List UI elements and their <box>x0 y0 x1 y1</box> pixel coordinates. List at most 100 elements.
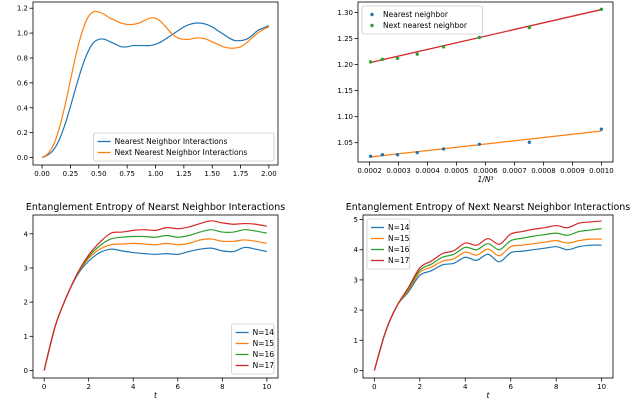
legend-marker <box>370 12 374 17</box>
x-axis-label: t <box>487 391 491 400</box>
y-tick-label: 0 <box>354 367 358 375</box>
legend-entry: Next Nearest Neighbor Interactions <box>115 148 248 157</box>
axes-frame <box>357 1 614 163</box>
y-tick-label: 2 <box>354 307 358 315</box>
x-tick-label: 0.0004 <box>415 167 440 175</box>
x-tick-label: 6 <box>508 383 513 391</box>
data-point <box>395 56 400 60</box>
x-tick-label: 8 <box>220 383 224 391</box>
data-point <box>527 140 532 144</box>
y-tick-label: 1 <box>24 333 28 341</box>
y-tick-label: 2 <box>24 299 28 307</box>
legend-box <box>366 218 410 270</box>
x-tick-label: 0.0007 <box>502 167 527 175</box>
x-tick-label: 8 <box>554 383 558 391</box>
x-tick-label: 1.00 <box>148 170 164 178</box>
legend-entry: N=17 <box>253 361 275 370</box>
plot-area <box>43 220 267 371</box>
series-line-1 <box>43 246 267 371</box>
x-tick-label: 10 <box>262 383 271 391</box>
chart-panel-3: Entanglement Entropy of Nearst Neighbor … <box>24 202 286 400</box>
x-tick-label: 4 <box>131 383 136 391</box>
y-tick-label: 0.4 <box>17 104 29 112</box>
y-tick-label: 4 <box>24 230 29 238</box>
x-tick-label: 2 <box>86 383 90 391</box>
legend: Nearest Neighbor Interactions Next Neares… <box>93 132 275 162</box>
x-tick-label: 0.0008 <box>531 167 556 175</box>
legend: N=14 N=15 N=16 N=17 <box>231 323 275 375</box>
legend-marker <box>370 23 374 28</box>
x-tick-label: 2.00 <box>261 170 277 178</box>
x-tick-label: 0.0005 <box>444 167 469 175</box>
series-line-1 <box>373 244 602 371</box>
y-tick-label: 1.2 <box>17 5 28 13</box>
legend-box <box>231 323 275 375</box>
x-tick-label: 10 <box>597 383 606 391</box>
y-tick-label: 4 <box>354 246 359 254</box>
y-tick-label: 1.05 <box>337 139 353 147</box>
plot-area <box>41 10 270 159</box>
data-point <box>415 52 419 56</box>
x-tick-label: 4 <box>463 383 468 391</box>
data-point <box>441 45 446 49</box>
axes-frame <box>32 1 279 166</box>
fit-line-2 <box>369 8 602 64</box>
data-point <box>380 57 385 62</box>
y-tick-label: 3 <box>354 276 358 284</box>
x-tick-label: 0.00 <box>34 170 50 178</box>
axes-frame <box>32 214 279 379</box>
chart-panel-1: 0.00 0.25 0.50 0.75 1.00 1.25 1.50 1.75 2.00 0.0 0… <box>17 1 279 178</box>
legend-entry: N=15 <box>388 234 410 243</box>
data-point <box>527 25 532 30</box>
series-line-1 <box>41 22 270 159</box>
y-tick-label: 1.10 <box>337 113 353 121</box>
data-point <box>395 153 400 157</box>
y-tick-label: 1.15 <box>337 87 353 95</box>
series-line-4 <box>43 220 267 371</box>
data-point <box>477 142 482 146</box>
data-point <box>368 154 373 158</box>
data-point <box>441 147 446 151</box>
series-line-2 <box>41 10 270 159</box>
x-tick-label: 0.75 <box>119 170 135 178</box>
x-tick-label: 0.0009 <box>560 167 585 175</box>
chart-title: Entanglement Entropy of Nearst Neighbor … <box>26 202 285 213</box>
legend-entry: Nearest Neighbor Interactions <box>115 137 228 146</box>
series-line-4 <box>373 220 602 371</box>
y-tick-label: 0.6 <box>17 79 29 87</box>
legend: N=14 N=15 N=16 N=17 <box>366 218 410 270</box>
x-tick-label: 2 <box>418 383 422 391</box>
data-point <box>599 127 604 131</box>
x-axis-label: t <box>154 391 158 400</box>
legend-entry: N=14 <box>253 328 275 337</box>
legend-entry: N=14 <box>388 223 410 232</box>
legend-entry: Next nearest neighbor <box>383 21 468 30</box>
y-tick-label: 1.25 <box>337 35 353 43</box>
chart-title: Entanglement Entropy of Next Nearst Neig… <box>346 202 631 213</box>
fit-line-1 <box>369 130 602 158</box>
data-point <box>599 7 604 11</box>
legend-entry: N=16 <box>388 245 410 254</box>
data-point <box>380 153 385 157</box>
x-tick-label: 0.0010 <box>589 167 614 175</box>
x-tick-label: 1.50 <box>204 170 220 178</box>
chart-panel-2: 0.0002 0.0003 0.0004 0.0005 0.0006 0.0007 0.00… <box>337 1 614 184</box>
x-tick-label: 1.75 <box>233 170 249 178</box>
x-tick-label: 0 <box>372 383 376 391</box>
y-tick-label: 3 <box>24 264 28 272</box>
chart-panel-4: Entanglement Entropy of Next Nearst Neig… <box>346 202 631 400</box>
x-tick-label: 0.25 <box>63 170 79 178</box>
x-tick-label: 0.0002 <box>357 167 382 175</box>
y-tick-label: 0.0 <box>17 154 28 162</box>
x-tick-label: 0.0003 <box>386 167 411 175</box>
axes-frame <box>362 214 614 379</box>
series-line-2 <box>373 238 602 371</box>
data-point <box>415 150 419 155</box>
x-tick-label: 1.25 <box>176 170 192 178</box>
y-tick-label: 1 <box>354 337 358 345</box>
y-tick-label: 5 <box>354 216 358 224</box>
data-point <box>477 35 482 40</box>
legend-entry: N=15 <box>253 339 275 348</box>
data-point <box>368 60 373 64</box>
